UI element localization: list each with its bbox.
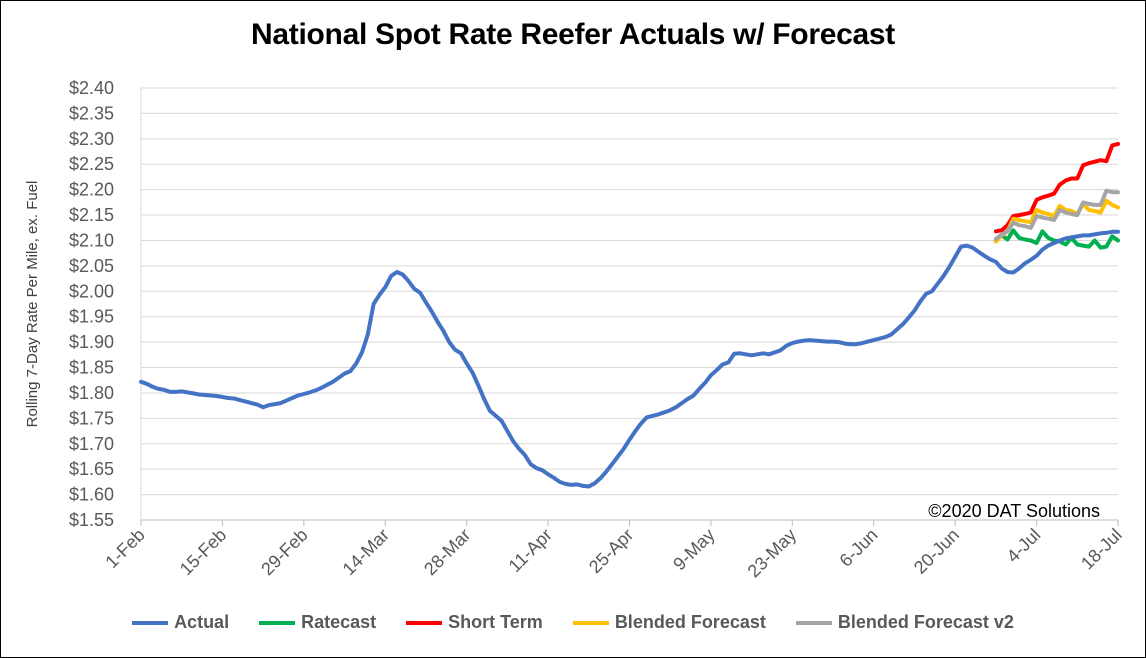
legend-label: Blended Forecast	[614, 612, 766, 632]
y-tick-label: $2.35	[69, 103, 114, 123]
series-line-short-term	[993, 141, 1120, 234]
copyright-annotation: ©2020 DAT Solutions	[928, 501, 1100, 521]
y-tick-label: $1.85	[69, 358, 114, 378]
series-line-actual	[139, 229, 1120, 489]
y-tick-label: $1.90	[69, 332, 114, 352]
x-tick-label: 15-Feb	[176, 525, 230, 579]
chart-title: National Spot Rate Reefer Actuals w/ For…	[251, 18, 895, 51]
y-tick-label: $1.70	[69, 434, 114, 454]
x-tick-label: 14-Mar	[339, 525, 393, 579]
legend-item: Short Term	[406, 612, 543, 633]
x-tick-label: 28-Mar	[420, 525, 474, 579]
y-tick-label: $2.30	[69, 129, 114, 149]
legend-swatch	[572, 620, 609, 625]
chart-legend: Actual Ratecast Short Term Blended Forecast…	[0, 612, 1146, 633]
x-tick-labels: 1-Feb 15-Feb 29-Feb 14-Mar 28-Mar 11-Apr 25-Ap…	[101, 520, 1126, 582]
legend-label: Short Term	[448, 612, 543, 632]
gridlines	[141, 87, 1118, 496]
x-axis	[140, 88, 1118, 521]
x-tick-label: 20-Jun	[910, 525, 963, 578]
legend-item: Blended Forecast v2	[795, 612, 1014, 633]
x-tick-label: 4-Jul	[1003, 525, 1045, 567]
y-tick-label: $2.05	[69, 256, 114, 276]
legend-swatch	[406, 620, 443, 625]
y-tick-label: $2.20	[69, 180, 114, 200]
series-line-blended-forecast-v2	[993, 188, 1120, 241]
series-lines	[139, 141, 1120, 489]
x-tick-label: 6-Jun	[836, 525, 882, 571]
legend-label: Blended Forecast v2	[837, 612, 1014, 632]
line-chart: $1.55 $1.60 $1.65 $1.70 $1.75 $1.80 $1.85 $1.90…	[24, 78, 1126, 582]
x-tick-label: 9-May	[669, 525, 719, 575]
x-tick-label: 11-Apr	[505, 525, 556, 576]
y-tick-label: $2.40	[69, 78, 114, 98]
legend-swatch	[259, 620, 296, 625]
y-tick-label: $1.60	[69, 485, 114, 505]
y-axis-label: Rolling 7-Day Rate Per Mile, ex. Fuel	[24, 181, 41, 428]
y-tick-label: $2.00	[69, 281, 114, 301]
legend-item: Actual	[132, 612, 229, 633]
x-tick-label: 1-Feb	[101, 525, 148, 572]
legend-swatch	[795, 620, 832, 625]
legend-label: Actual	[174, 612, 230, 632]
y-tick-label: $1.80	[69, 383, 114, 403]
y-tick-label: $1.55	[69, 510, 114, 530]
x-tick-label: 25-Apr	[585, 525, 637, 577]
y-tick-label: $1.95	[69, 307, 114, 327]
series-line-blended-forecast	[993, 198, 1120, 244]
y-tick-labels: $1.55 $1.60 $1.65 $1.70 $1.75 $1.80 $1.85 $1.90…	[69, 78, 114, 530]
y-tick-label: $2.10	[69, 230, 114, 250]
legend-swatch	[132, 620, 169, 625]
x-tick-label: 23-May	[744, 525, 801, 582]
legend-label: Ratecast	[301, 612, 377, 632]
legend-item: Blended Forecast	[572, 612, 766, 633]
y-tick-label: $2.15	[69, 205, 114, 225]
legend-item: Ratecast	[259, 612, 376, 633]
x-tick-label: 18-Jul	[1077, 525, 1126, 574]
x-tick-label: 29-Feb	[257, 525, 311, 579]
y-tick-label: $2.25	[69, 154, 114, 174]
y-tick-label: $1.75	[69, 408, 114, 428]
y-tick-label: $1.65	[69, 459, 114, 479]
